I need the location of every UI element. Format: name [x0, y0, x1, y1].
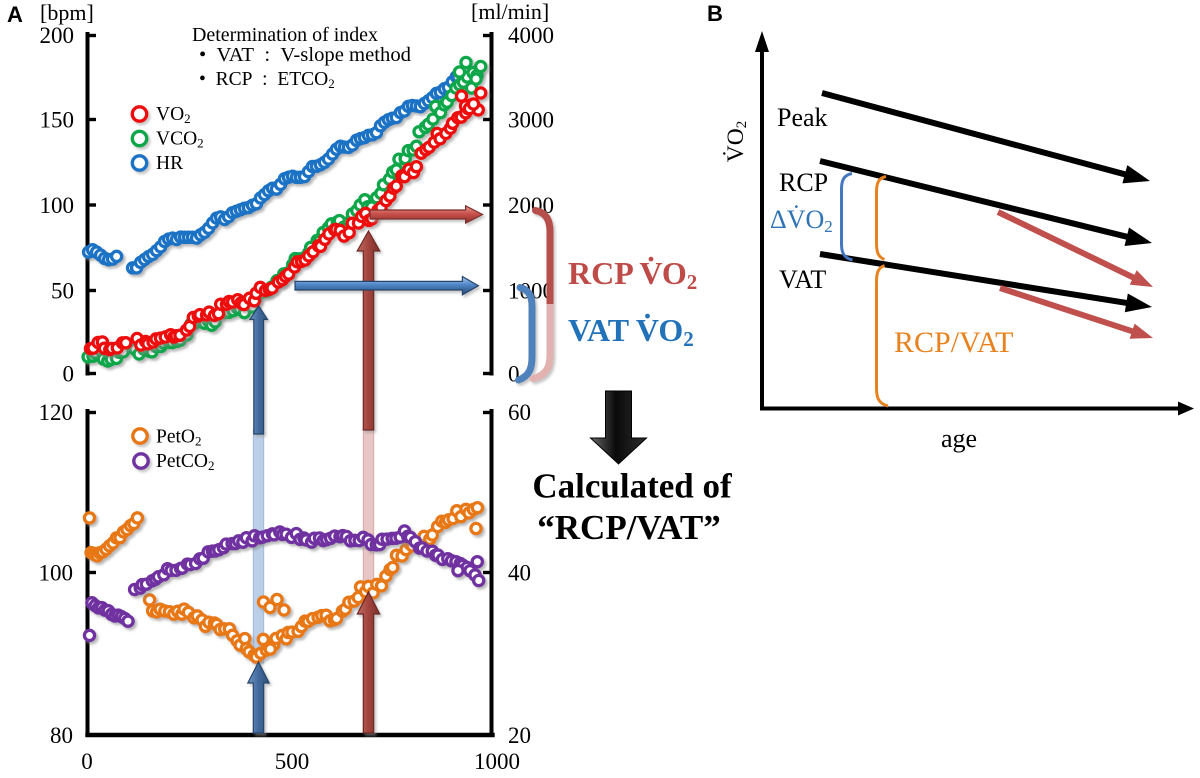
svg-text:VAT: VAT [779, 265, 826, 294]
svg-text:1000: 1000 [474, 749, 520, 773]
svg-text:RCP/VAT: RCP/VAT [894, 326, 1014, 359]
svg-text:[bpm]: [bpm] [40, 0, 94, 25]
svg-text:150: 150 [40, 108, 75, 133]
svg-text:40: 40 [508, 561, 531, 586]
svg-text:80: 80 [50, 723, 73, 748]
svg-text:100: 100 [40, 193, 75, 218]
svg-text:120: 120 [39, 400, 74, 425]
svg-text:500: 500 [275, 749, 310, 773]
svg-text:A: A [7, 2, 23, 27]
svg-text:• RCP : ETCO2: • RCP : ETCO2 [199, 69, 335, 91]
svg-text:• VAT : V-slope method: • VAT : V-slope method [199, 45, 411, 66]
svg-text:ΔV̇O2: ΔV̇O2 [770, 205, 833, 236]
svg-text:60: 60 [508, 400, 531, 425]
svg-text:0: 0 [81, 749, 93, 773]
svg-text:200: 200 [40, 23, 75, 48]
svg-text:Determination of index: Determination of index [192, 25, 378, 46]
svg-text:0: 0 [63, 362, 75, 387]
svg-text:HR: HR [156, 153, 183, 174]
svg-text:20: 20 [508, 723, 531, 748]
svg-text:VAT V̇O2: VAT V̇O2 [568, 312, 694, 351]
svg-text:100: 100 [39, 561, 74, 586]
svg-text:PetO2: PetO2 [156, 427, 202, 449]
svg-text:Peak: Peak [777, 103, 828, 132]
svg-text:VO2: VO2 [156, 104, 191, 126]
svg-text:4000: 4000 [508, 23, 554, 48]
svg-text:“RCP/VAT”: “RCP/VAT” [537, 508, 720, 547]
svg-text:RCP V̇O2: RCP V̇O2 [568, 255, 697, 294]
svg-text:0: 0 [508, 362, 520, 387]
svg-text:3000: 3000 [508, 108, 554, 133]
svg-text:RCP: RCP [779, 168, 828, 197]
svg-text:age: age [941, 424, 977, 453]
svg-text:50: 50 [51, 279, 74, 304]
svg-text:Calculated of: Calculated of [532, 467, 732, 506]
svg-text:B: B [707, 1, 723, 26]
svg-text:PetCO2: PetCO2 [156, 451, 215, 473]
svg-text:VCO2: VCO2 [156, 129, 204, 151]
svg-text:[ml/min]: [ml/min] [471, 0, 549, 24]
